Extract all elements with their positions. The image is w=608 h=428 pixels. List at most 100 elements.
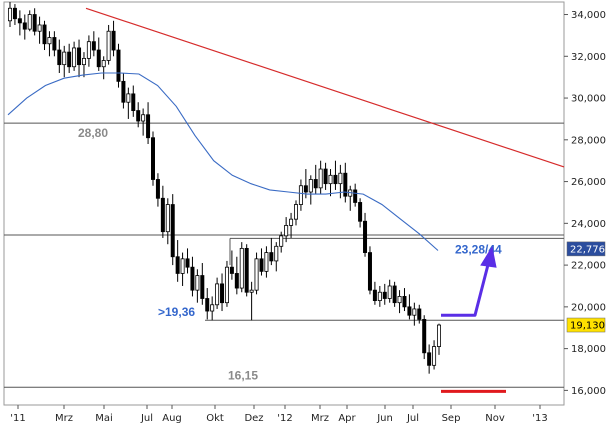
candle [42, 20, 47, 51]
candle-body [136, 110, 141, 122]
candle [412, 302, 417, 326]
candle-body [175, 256, 180, 274]
x-tick-label: Dez [244, 413, 263, 424]
candle-body [77, 47, 82, 66]
moving-average [7, 72, 439, 251]
candle-body [121, 80, 126, 103]
candle [328, 169, 333, 197]
candle [422, 315, 427, 360]
candle-body [318, 168, 323, 189]
candle-body [32, 14, 37, 32]
candle-body [190, 266, 195, 291]
candle [12, 4, 17, 25]
candle [121, 72, 126, 109]
x-tick-label: '12 [277, 413, 292, 424]
x-tick-label: Sep [442, 413, 461, 424]
candle [205, 288, 210, 320]
candle-body [303, 185, 308, 193]
candle-body [254, 258, 259, 291]
candle-body [7, 7, 12, 22]
candle-body [52, 37, 57, 51]
candle [274, 242, 279, 272]
candle-body [141, 114, 146, 122]
candle [313, 164, 318, 195]
candle [106, 24, 111, 65]
candle [47, 31, 52, 57]
candle-body [264, 252, 269, 272]
candle [436, 323, 441, 355]
level-label-2328: 23,28/44 [455, 242, 502, 256]
trend-line-path [85, 7, 565, 168]
candle-body [279, 235, 284, 247]
candle [397, 290, 402, 314]
level-label-1615: 16,15 [228, 368, 258, 382]
candle [220, 273, 225, 312]
candle [279, 231, 284, 253]
candle-body [131, 93, 136, 111]
candle [52, 31, 57, 57]
candle-body [37, 24, 42, 32]
candle-body [259, 258, 264, 272]
candle-body [427, 352, 432, 366]
candle [367, 246, 372, 295]
candle-body [22, 22, 27, 30]
candle-body [205, 298, 210, 312]
candle-body [101, 60, 106, 68]
candle-body [343, 172, 348, 197]
candle-body [323, 168, 328, 185]
x-axis-ticks: '11 Mrz Mai Jul Aug Okt Dez '12 Mrz Apr Jun Jul Sep N… [10, 405, 548, 424]
y-tick-label: 28,000 [571, 135, 606, 146]
candle-body [284, 225, 289, 237]
candle-body [155, 179, 160, 199]
y-tick-label: 22,000 [571, 261, 606, 272]
candle [67, 43, 72, 73]
candle [407, 294, 412, 320]
candle-body [72, 47, 77, 68]
candle [293, 200, 298, 226]
candle-body [106, 30, 111, 61]
candle-body [269, 252, 274, 262]
y-axis-ticks: 34,000 32,000 30,000 28,000 26,000 24,000 22,0… [564, 10, 606, 397]
candle-body [62, 51, 67, 66]
x-tick-label: Jun [376, 413, 393, 424]
candle [432, 340, 437, 370]
x-tick-label: Mrz [311, 413, 329, 424]
candle [298, 179, 303, 211]
candle [175, 240, 180, 282]
candle-body [195, 275, 200, 291]
candle-body [353, 189, 358, 203]
candle [377, 285, 382, 307]
candle-body [200, 275, 205, 299]
y-tick-label: 32,000 [571, 52, 606, 63]
candle [264, 246, 269, 278]
candle-body [397, 296, 402, 304]
y-tick-label: 30,000 [571, 94, 606, 105]
candle [72, 41, 77, 71]
candle-body [220, 283, 225, 304]
candle [185, 248, 190, 274]
x-tick-label: Jul [140, 413, 153, 424]
candle [17, 10, 22, 36]
candle-body [407, 306, 412, 316]
candle [353, 183, 358, 207]
candle-body [308, 179, 313, 193]
candle-body [146, 114, 151, 139]
candle [86, 35, 91, 67]
candle [427, 344, 432, 374]
candle [101, 56, 106, 80]
candle-body [363, 220, 368, 253]
trend-line [85, 7, 565, 168]
candle [136, 102, 141, 128]
candle [234, 256, 239, 295]
plot-area [3, 1, 565, 406]
candle [195, 269, 200, 303]
candle-body [244, 247, 249, 293]
price-tag-box [566, 317, 606, 333]
candle [210, 296, 215, 321]
candle [200, 263, 205, 305]
candle-body [417, 308, 422, 320]
candle [77, 39, 82, 78]
candle-body [47, 37, 52, 45]
candle [81, 52, 86, 78]
candles [7, 2, 441, 374]
